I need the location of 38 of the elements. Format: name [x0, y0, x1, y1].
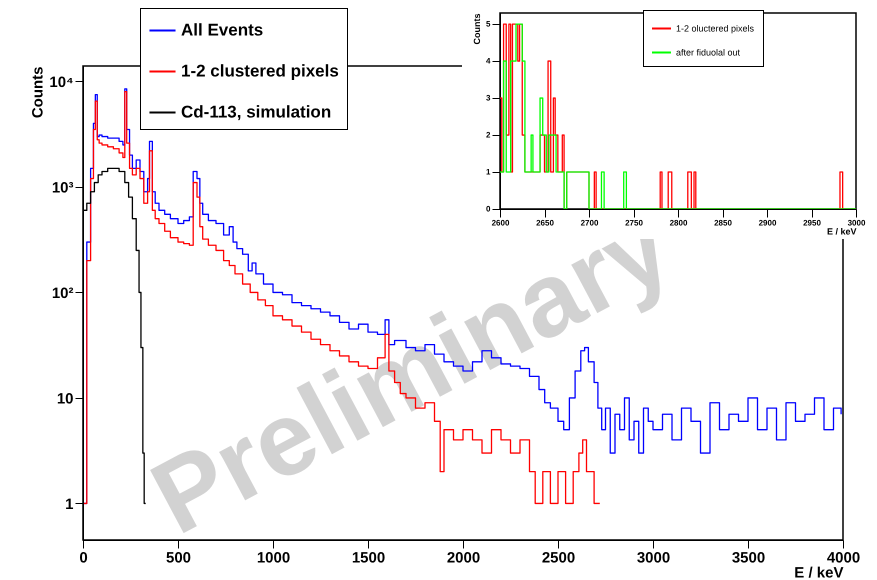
- legend-label: Cd-113, simulation: [181, 102, 332, 122]
- legend-label: after fiduolal out: [676, 48, 741, 58]
- y-tick-label: 10²: [52, 284, 74, 302]
- y-tick-label: 4: [486, 56, 492, 66]
- x-tick-label: 3000: [636, 550, 670, 566]
- x-tick-label: 2850: [714, 218, 732, 228]
- legend-label: 1-2 oluctered pixels: [676, 24, 755, 34]
- x-tick-label: 1500: [352, 550, 386, 566]
- y-tick-label: 2: [486, 130, 492, 140]
- x-axis-title: E / keV: [826, 226, 856, 236]
- x-tick-label: 1000: [256, 550, 290, 566]
- legend-label: 1-2 clustered pixels: [181, 62, 339, 80]
- x-axis-title: E / keV: [794, 564, 844, 580]
- x-tick-label: 2750: [625, 218, 644, 228]
- x-tick-label: 2500: [542, 550, 576, 566]
- y-axis-title: Counts: [29, 66, 46, 118]
- y-tick-label: 0: [486, 204, 492, 214]
- y-tick-label: 10³: [52, 179, 74, 196]
- x-tick-label: 2950: [803, 218, 822, 228]
- x-tick-label: 2000: [446, 550, 480, 566]
- x-tick-label: 2700: [580, 218, 599, 228]
- x-tick-label: 4000: [826, 550, 860, 566]
- y-tick-label: 10: [56, 390, 74, 408]
- y-tick-label: 5: [486, 20, 492, 29]
- x-tick-label: 2900: [758, 218, 777, 228]
- x-tick-label: 2650: [536, 218, 554, 228]
- y-tick-label: 1: [65, 496, 74, 513]
- x-tick-label: 2800: [670, 218, 688, 228]
- x-tick-label: 2600: [492, 218, 510, 228]
- x-tick-label: 0: [79, 550, 88, 566]
- y-tick-label: 3: [486, 94, 492, 103]
- x-tick-label: 3500: [732, 550, 766, 566]
- x-tick-label: 500: [166, 550, 192, 566]
- y-tick-label: 10⁴: [49, 74, 74, 91]
- x-tick-label: 3000: [848, 218, 866, 228]
- y-tick-label: 1: [486, 168, 492, 177]
- legend-label: All Events: [181, 20, 264, 40]
- y-axis-title: Counts: [472, 14, 482, 44]
